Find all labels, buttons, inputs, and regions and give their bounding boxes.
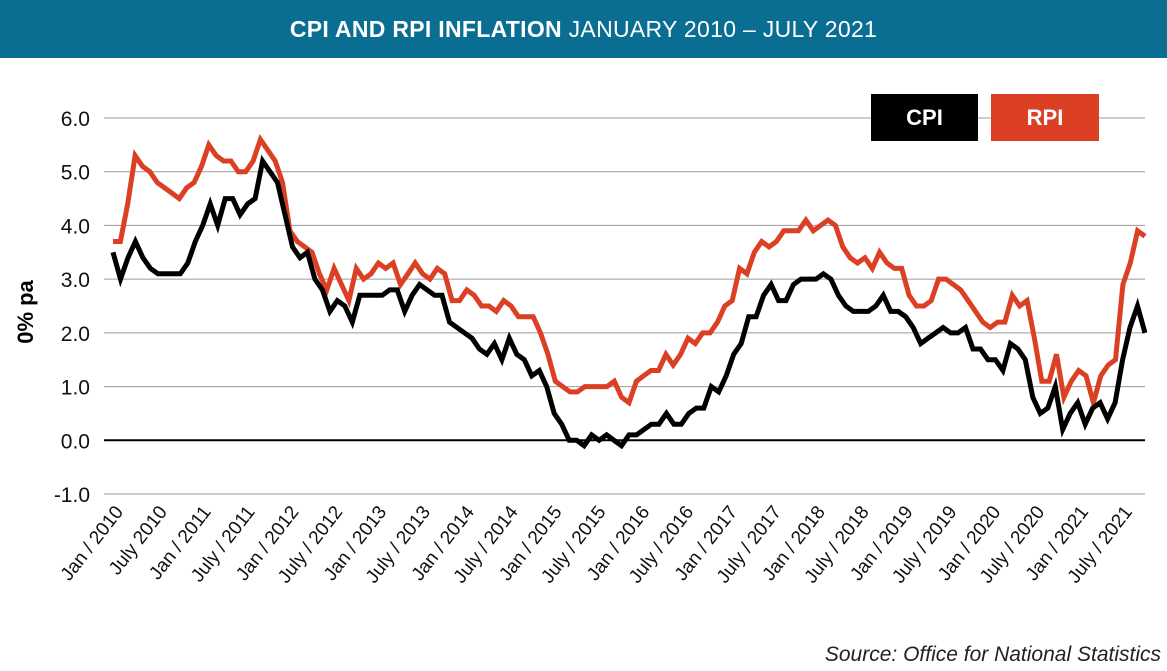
y-tick-label: 1.0 — [61, 377, 90, 400]
legend-cpi-label: CPI — [906, 105, 943, 130]
source-note: Source: Office for National Statistics — [824, 643, 1161, 666]
cpi-line — [110, 154, 1148, 450]
y-tick-label: 0.0 — [61, 430, 90, 453]
chart-subtitle: JANUARY 2010 – JULY 2021 — [568, 16, 878, 42]
rpi-line — [113, 133, 1147, 413]
series-lines — [110, 133, 1148, 450]
y-tick-label: 3.0 — [61, 269, 90, 292]
legend-rpi-label: RPI — [1027, 105, 1064, 130]
legend: CPI RPI — [871, 94, 1099, 141]
y-axis-ticks: 6.0 5.0 4.0 3.0 2.0 1.0 0.0 -1.0 — [54, 108, 90, 507]
y-tick-label: 6.0 — [61, 108, 90, 131]
y-tick-label: 5.0 — [61, 162, 90, 185]
y-tick-label: 2.0 — [61, 323, 90, 346]
legend-cpi-swatch — [871, 94, 978, 141]
y-tick-label: 4.0 — [61, 215, 90, 238]
chart-title: CPI AND RPI INFLATION — [289, 16, 562, 42]
y-tick-label: -1.0 — [54, 484, 90, 507]
legend-rpi-swatch — [991, 94, 1099, 141]
y-axis-label: 0% pa — [13, 279, 38, 343]
chart-header: CPI AND RPI INFLATION JANUARY 2010 – JUL… — [0, 0, 1167, 58]
